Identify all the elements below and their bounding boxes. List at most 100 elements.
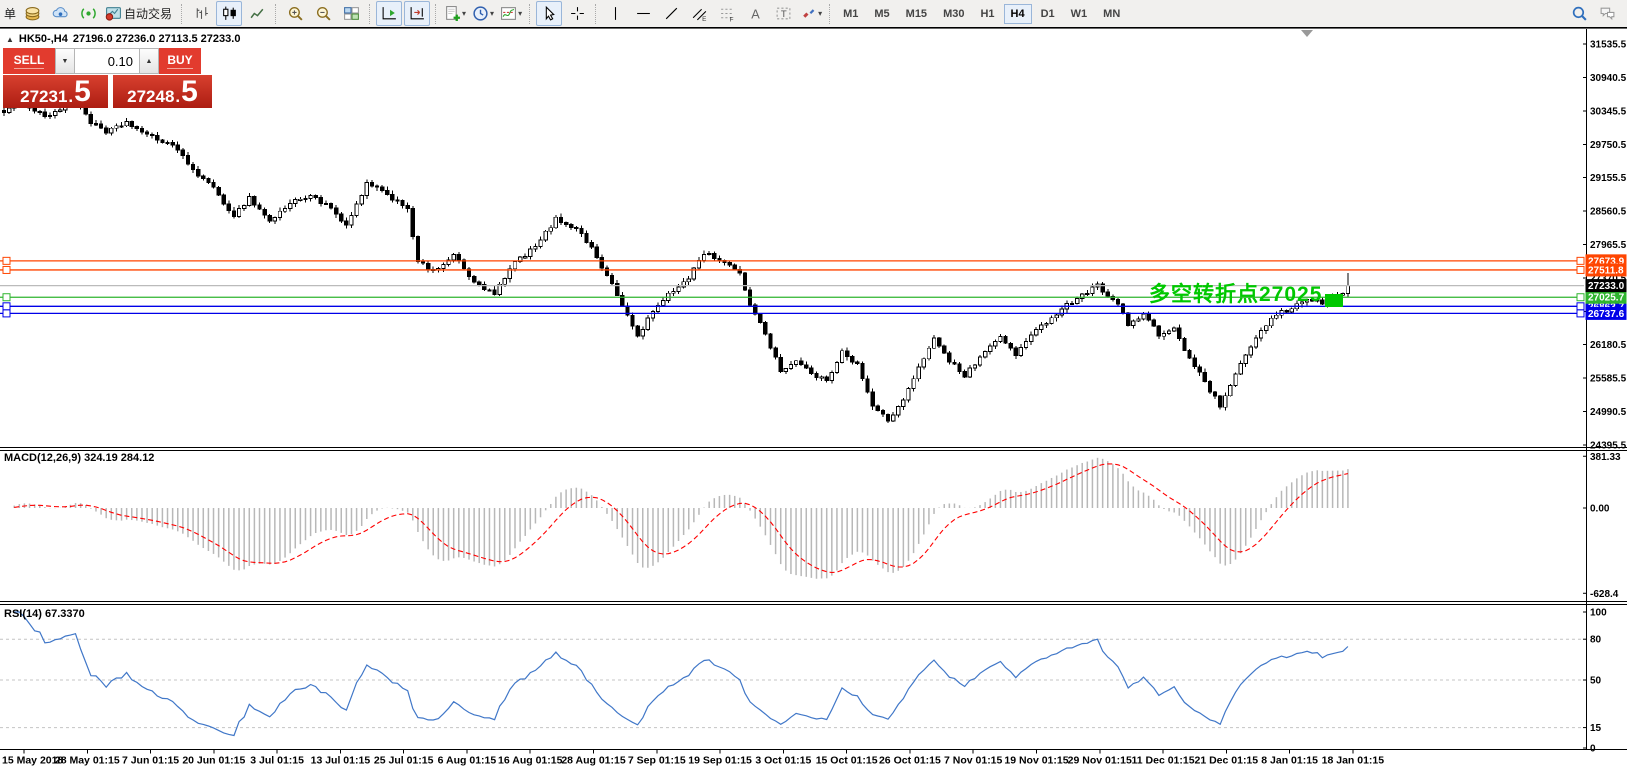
volume-down-stepper[interactable]: ▼ bbox=[55, 48, 75, 74]
zoom-in-icon bbox=[288, 6, 303, 21]
horizontal-line-objects[interactable] bbox=[0, 256, 1585, 318]
periods-button[interactable]: ▾ bbox=[470, 1, 496, 26]
channel-icon: E bbox=[692, 8, 706, 22]
svg-text:8 Jan 01:15: 8 Jan 01:15 bbox=[1261, 755, 1318, 767]
fibonacci-icon: F bbox=[720, 8, 734, 22]
volume-up-stepper[interactable]: ▲ bbox=[139, 48, 159, 74]
svg-text:3 Oct 01:15: 3 Oct 01:15 bbox=[755, 755, 811, 767]
candlestick-chart-icon bbox=[222, 6, 236, 20]
signals-button[interactable] bbox=[75, 1, 101, 26]
timeframe-d1[interactable]: D1 bbox=[1040, 7, 1055, 20]
svg-text:15 May 2018: 15 May 2018 bbox=[2, 755, 63, 767]
horizontal-line-button[interactable] bbox=[630, 1, 656, 26]
text-button[interactable]: A bbox=[742, 1, 768, 26]
svg-text:80: 80 bbox=[1590, 635, 1602, 646]
bar-chart-button[interactable] bbox=[188, 1, 214, 26]
zoom-in-button[interactable] bbox=[282, 1, 308, 26]
search-button[interactable] bbox=[1566, 1, 1592, 26]
svg-text:25585.5: 25585.5 bbox=[1590, 374, 1627, 385]
svg-text:27025.7: 27025.7 bbox=[1588, 293, 1625, 304]
new-order-button[interactable] bbox=[19, 1, 45, 26]
zoom-out-button[interactable] bbox=[310, 1, 336, 26]
autotrade-icon bbox=[105, 7, 121, 21]
sell-price-button[interactable]: 27231 . 5 bbox=[3, 75, 108, 108]
text-label-button[interactable]: T bbox=[770, 1, 796, 26]
triangle-up-icon: ▲ bbox=[145, 57, 153, 65]
svg-text:E: E bbox=[702, 16, 706, 22]
autoscroll-button[interactable] bbox=[376, 1, 403, 26]
svg-text:381.33: 381.33 bbox=[1590, 452, 1621, 463]
chart-window: 31535.5 30940.5 30345.5 29750.5 29155.5 28560… bbox=[0, 27, 1627, 767]
chart-plot-area[interactable]: 31535.5 30940.5 30345.5 29750.5 29155.5 28560… bbox=[0, 27, 1627, 767]
svg-text:-628.4: -628.4 bbox=[1590, 589, 1619, 600]
tile-windows-icon bbox=[343, 7, 359, 20]
chart-ohlc-values: 27196.0 27236.0 27113.5 27233.0 bbox=[72, 33, 241, 45]
svg-text:21 Dec 01:15: 21 Dec 01:15 bbox=[1194, 755, 1258, 767]
svg-text:7 Sep 01:15: 7 Sep 01:15 bbox=[628, 755, 686, 767]
buy-button[interactable]: BUY bbox=[159, 48, 201, 74]
svg-text:A: A bbox=[751, 6, 760, 21]
svg-text:27673.9: 27673.9 bbox=[1588, 256, 1625, 267]
chart-text-annotation[interactable]: 多空转折点27025 bbox=[1149, 283, 1323, 306]
svg-text:18 Jan 01:15: 18 Jan 01:15 bbox=[1322, 755, 1385, 767]
svg-text:26 Oct 01:15: 26 Oct 01:15 bbox=[879, 755, 941, 767]
timeframe-m5[interactable]: M5 bbox=[874, 7, 890, 20]
timeframe-m30[interactable]: M30 bbox=[943, 7, 965, 20]
vertical-line-button[interactable] bbox=[602, 1, 628, 26]
timeframe-w1[interactable]: W1 bbox=[1070, 7, 1088, 20]
arrows-button[interactable]: ▾ bbox=[798, 1, 824, 26]
chart-title: ▲ HK50-,H4 27196.0 27236.0 27113.5 27233… bbox=[6, 33, 240, 45]
autotrade-button[interactable]: 自动交易 bbox=[103, 1, 176, 26]
toolbar-separator bbox=[369, 3, 371, 24]
svg-text:11 Dec 01:15: 11 Dec 01:15 bbox=[1132, 755, 1195, 767]
svg-text:29750.5: 29750.5 bbox=[1590, 140, 1627, 151]
chart-shift-marker-icon[interactable] bbox=[1301, 30, 1313, 37]
svg-text:27965.5: 27965.5 bbox=[1590, 240, 1627, 251]
timeframe-h4[interactable]: H4 bbox=[1003, 3, 1032, 24]
candlestick-chart-button[interactable] bbox=[216, 1, 243, 26]
svg-text:29 Nov 01:15: 29 Nov 01:15 bbox=[1068, 755, 1132, 767]
chart-shift-button[interactable] bbox=[404, 1, 431, 26]
toolbar-separator bbox=[595, 3, 597, 24]
timeframe-m15[interactable]: M15 bbox=[905, 7, 928, 20]
cloud-community-icon bbox=[52, 7, 68, 18]
svg-text:7 Jun 01:15: 7 Jun 01:15 bbox=[122, 755, 179, 767]
timeframe-group: M1 M5 M15 M30 H1 H4 D1 W1 MN bbox=[835, 3, 1128, 24]
chevron-down-icon: ▾ bbox=[518, 9, 523, 18]
crosshair-button[interactable] bbox=[564, 1, 590, 26]
line-chart-button[interactable] bbox=[244, 1, 270, 26]
volume-input[interactable] bbox=[75, 48, 139, 74]
svg-text:29155.5: 29155.5 bbox=[1590, 173, 1627, 184]
svg-text:28 May 01:15: 28 May 01:15 bbox=[55, 755, 120, 767]
vertical-line-icon bbox=[614, 7, 616, 20]
buy-price-button[interactable]: 27248 . 5 bbox=[113, 75, 212, 108]
price-axis[interactable]: 31535.5 30940.5 30345.5 29750.5 29155.5 28560… bbox=[1583, 40, 1627, 755]
sell-button[interactable]: SELL bbox=[3, 48, 55, 74]
cursor-icon bbox=[545, 5, 555, 21]
pane-separators[interactable] bbox=[0, 447, 1627, 605]
timeframe-mn[interactable]: MN bbox=[1103, 7, 1121, 20]
chevron-down-icon: ▾ bbox=[818, 9, 823, 18]
annotation-anchor-marker[interactable] bbox=[1325, 294, 1343, 307]
cursor-button[interactable] bbox=[536, 1, 563, 26]
timeframe-h1[interactable]: H1 bbox=[980, 7, 995, 20]
macd-indicator-label: MACD(12,26,9) 324.19 284.12 bbox=[4, 452, 155, 464]
crosshair-icon bbox=[570, 7, 584, 20]
tile-windows-button[interactable] bbox=[338, 1, 364, 26]
community-button[interactable] bbox=[47, 1, 73, 26]
channel-button[interactable]: E bbox=[686, 1, 712, 26]
svg-text:0.00: 0.00 bbox=[1590, 504, 1610, 515]
fibonacci-button[interactable]: F bbox=[714, 1, 740, 26]
collapse-panel-icon[interactable]: ▲ bbox=[6, 34, 14, 44]
chat-button[interactable] bbox=[1594, 1, 1620, 26]
chat-icon bbox=[1600, 7, 1614, 21]
text-icon: A bbox=[751, 6, 760, 21]
timeframe-m1[interactable]: M1 bbox=[843, 7, 859, 20]
one-click-trading-panel: SELL ▼ ▲ BUY 27231 . 5 27248 . 5 bbox=[3, 48, 212, 108]
svg-text:100: 100 bbox=[1590, 608, 1607, 619]
chart-frame bbox=[0, 27, 1627, 750]
trendline-button[interactable] bbox=[658, 1, 684, 26]
indicators-button[interactable]: ▾ bbox=[498, 1, 524, 26]
new-chart-button[interactable]: ▾ bbox=[442, 1, 468, 26]
